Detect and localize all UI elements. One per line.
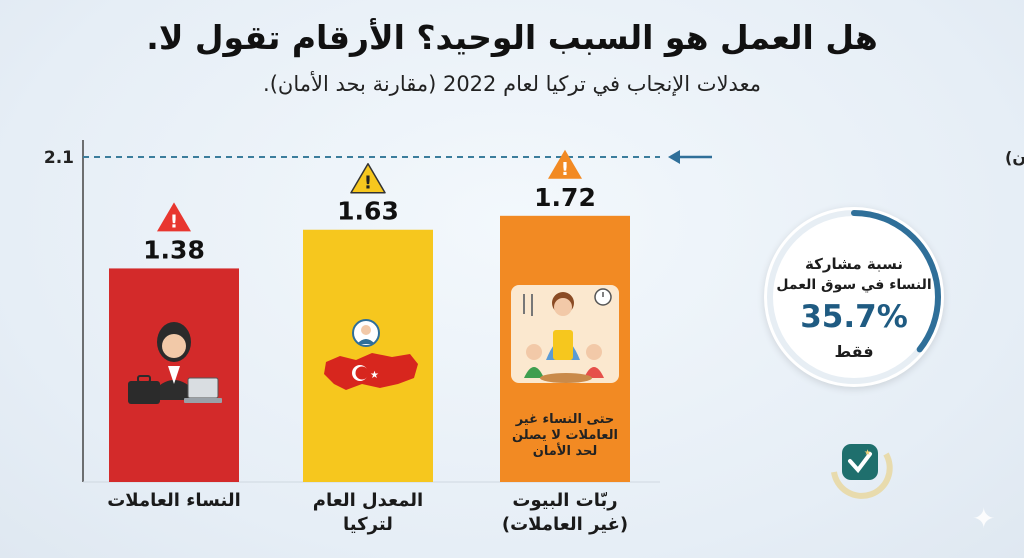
brand-logo: ★ [831,444,893,499]
svg-text:★: ★ [370,370,379,381]
sparkle-icon: ✦ [972,502,996,535]
turkey-map-icon: ★ [324,319,418,390]
homemaker-illustration [511,285,619,383]
category-label-2-line-2: لتركيا [343,514,393,535]
warning-icon-yellow: ! [350,162,386,194]
category-label-1-line-1: النساء العاملات [107,490,241,511]
stat-value: 35.7% [800,299,908,335]
arrow-left-icon [668,150,712,164]
reference-annotation: (حد تجدد السكان / الأمان) [1005,148,1024,167]
stat-card: نسبة مشاركة النساء في سوق العمل 35.7% فق… [764,207,944,387]
category-label-3-line-1: ربّات البيوت [512,490,617,511]
svg-text:!: ! [170,211,178,232]
stat-line-1: نسبة مشاركة [805,255,903,273]
stat-line-3: فقط [834,342,874,361]
value-label-2: 1.63 [337,197,399,226]
reference-tick-label: 2.1 [44,148,74,168]
participation-ring [767,210,941,384]
value-label-3: 1.72 [534,183,596,212]
svg-text:★: ★ [864,448,871,457]
chart-subtitle: معدلات الإنجاب في تركيا لعام 2022 (مقارن… [263,72,761,96]
stat-line-2: النساء في سوق العمل [776,277,932,293]
value-label-1: 1.38 [143,235,205,264]
working-woman-icon [128,322,222,404]
warning-icon-red: ! [157,202,191,232]
svg-text:!: ! [364,173,372,194]
svg-text:!: ! [561,159,569,180]
bar-note: حتى النساء غير العاملات لا يصلن لحد الأم… [512,412,618,459]
warning-icon-orange: ! [548,149,582,180]
category-label-2-line-1: المعدل العام [313,490,423,511]
chart-title: هل العمل هو السبب الوحيد؟ الأرقام تقول ل… [146,18,878,57]
category-label-3-line-2: (غير العاملات) [502,514,628,535]
